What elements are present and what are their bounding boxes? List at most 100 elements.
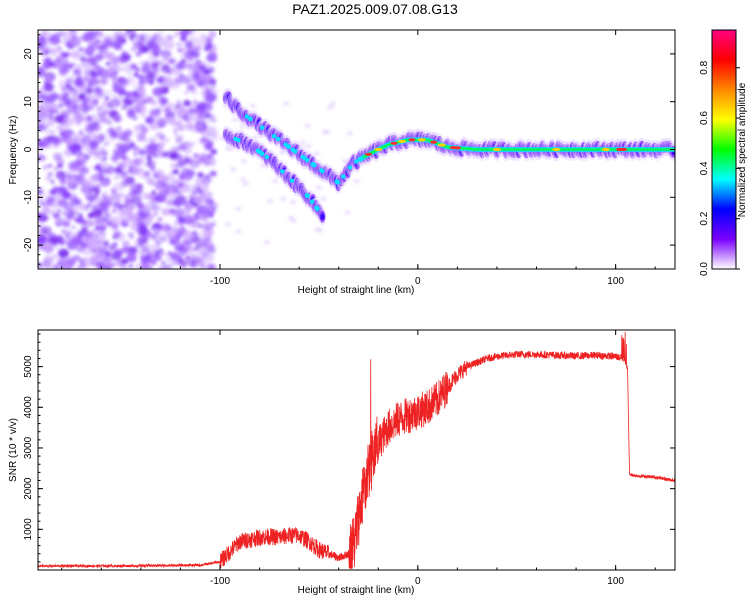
noise-blob: [196, 81, 202, 87]
noise-blob: [158, 123, 165, 129]
noise-blob: [128, 264, 133, 269]
noise-blob: [178, 143, 188, 151]
noise-blob: [178, 260, 187, 267]
noise-blob: [48, 97, 56, 104]
noise-blob: [115, 167, 123, 174]
noise-blob: [160, 223, 172, 233]
noise-blob: [204, 63, 213, 71]
noise-blob: [203, 44, 212, 51]
noise-blob: [120, 180, 129, 188]
noise-blob: [67, 161, 77, 170]
noise-blob: [65, 213, 74, 220]
noise-blob: [113, 230, 122, 238]
noise-blob: [200, 177, 207, 182]
noise-blob: [38, 234, 48, 244]
noise-blob: [188, 62, 200, 72]
ridge-highlight: [257, 149, 262, 155]
noise-blob: [68, 260, 75, 267]
noise-blob: [141, 251, 147, 256]
noise-blob: [94, 65, 100, 70]
noise-blob: [102, 68, 111, 76]
noise-blob: [120, 193, 124, 197]
noise-blob: [178, 251, 186, 257]
noise-blob: [141, 77, 150, 84]
noise-blob: [71, 204, 79, 211]
ridge-highlight: [359, 156, 364, 161]
noise-blob: [49, 189, 57, 195]
noise-blob: [87, 83, 92, 87]
noise-blob: [205, 92, 217, 102]
noise-blob: [152, 200, 158, 205]
noise-blob: [197, 48, 202, 52]
noise-blob: [203, 160, 211, 166]
noise-blob: [140, 256, 152, 266]
noise-blob: [179, 134, 184, 139]
noise-blob: [173, 208, 185, 218]
noise-blob: [160, 260, 167, 265]
noise-blob: [174, 133, 179, 137]
noise-blob: [134, 263, 142, 269]
noise-blob: [142, 95, 149, 101]
noise-blob: [205, 254, 215, 262]
noise-blob: [136, 221, 144, 228]
noise-blob: [184, 154, 189, 159]
noise-blob: [96, 154, 105, 161]
noise-blob: [98, 77, 109, 86]
noise-blob: [186, 141, 194, 148]
ridge-hotspot: [408, 138, 416, 142]
y-tick-label: 20: [23, 48, 34, 60]
noise-blob: [38, 41, 45, 50]
spectrogram-noise: [38, 30, 360, 269]
noise-blob: [47, 196, 55, 203]
noise-blob: [65, 137, 75, 146]
noise-blob: [44, 57, 52, 64]
noise-blob: [84, 230, 94, 239]
noise-blob: [175, 42, 182, 47]
noise-blob: [41, 93, 50, 101]
noise-blob: [263, 240, 270, 245]
noise-blob: [124, 194, 132, 200]
noise-blob: [103, 89, 113, 98]
noise-blob: [156, 76, 165, 84]
noise-blob: [38, 243, 45, 250]
noise-blob: [141, 64, 151, 73]
ridge-highlight: [248, 116, 253, 122]
noise-blob: [110, 216, 120, 224]
noise-blob: [94, 217, 106, 227]
noise-blob: [87, 221, 93, 226]
noise-blob: [181, 237, 193, 247]
noise-blob: [134, 157, 144, 166]
noise-blob: [42, 61, 52, 70]
noise-blob: [206, 263, 216, 269]
y-tick-label: 1000: [23, 518, 34, 541]
noise-blob: [180, 224, 185, 227]
noise-blob: [100, 162, 109, 170]
noise-blob: [148, 180, 156, 187]
noise-blob: [93, 135, 101, 142]
noise-blob: [155, 231, 160, 236]
noise-blob: [193, 195, 203, 204]
noise-blob: [198, 118, 204, 124]
y-tick-label: 4000: [23, 396, 34, 419]
noise-blob: [207, 30, 217, 38]
noise-blob: [88, 142, 97, 149]
ridge-hotspot: [453, 146, 461, 150]
noise-blob: [266, 199, 273, 203]
spectrogram-ridge: [221, 87, 675, 226]
noise-blob: [183, 215, 194, 225]
noise-blob: [59, 179, 67, 185]
noise-blob: [177, 156, 189, 166]
noise-blob: [121, 171, 127, 176]
noise-blob: [125, 215, 134, 222]
colorbar-tick-label: 0.8: [699, 60, 710, 74]
noise-blob: [176, 215, 186, 224]
noise-blob: [168, 239, 176, 245]
noise-blob: [41, 207, 51, 215]
noise-blob: [154, 180, 166, 190]
noise-blob: [143, 243, 150, 249]
noise-blob: [171, 163, 179, 170]
noise-blob: [84, 46, 96, 56]
noise-blob: [66, 203, 73, 209]
ridge-highlight: [271, 134, 277, 139]
noise-blob: [158, 250, 166, 257]
